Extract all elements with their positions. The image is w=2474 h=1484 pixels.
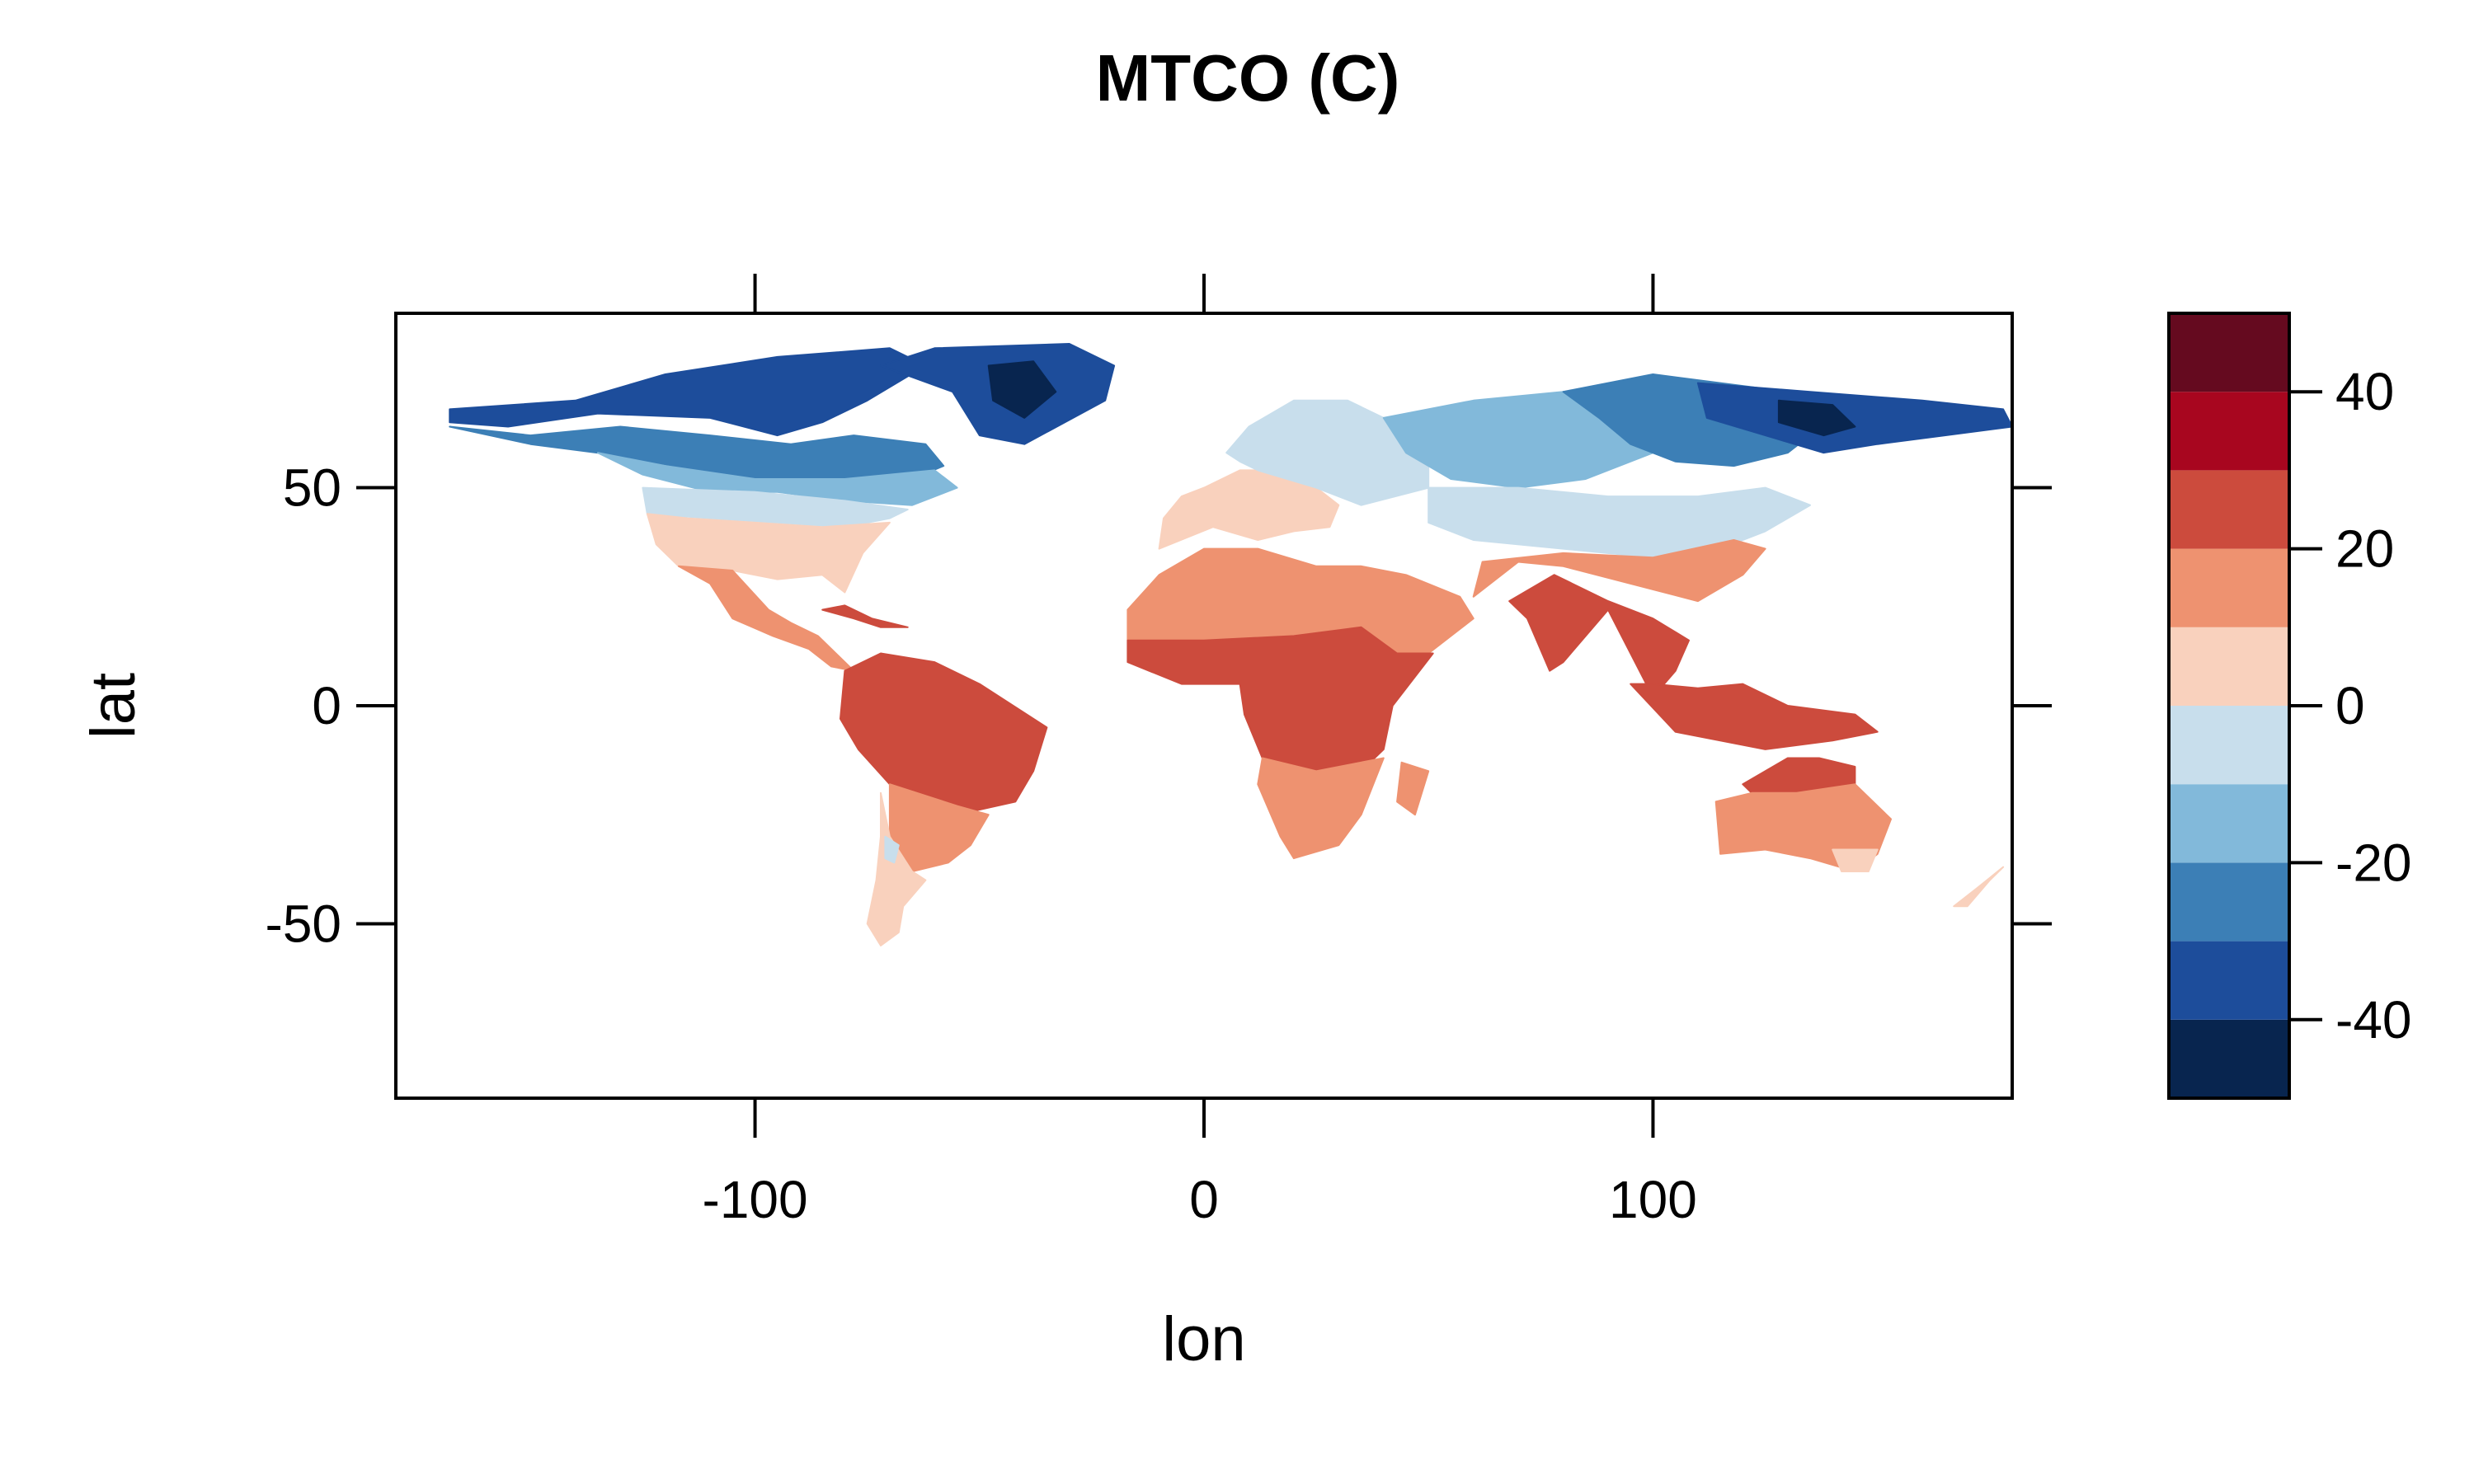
region-greenland-interior	[987, 360, 1057, 419]
colorbar-tick-label: -20	[2335, 833, 2412, 892]
region-central-asia-and-china	[1427, 486, 1811, 559]
region-amazonia	[840, 652, 1048, 816]
colorbar-bin	[2169, 706, 2289, 785]
region-caribbean	[821, 604, 909, 628]
colorbar-bin	[2169, 548, 2289, 627]
colorbar-bin	[2169, 1019, 2289, 1098]
y-tick-label: 0	[312, 676, 341, 735]
region-tropical-africa	[1126, 626, 1434, 773]
y-axis-label: lat	[78, 673, 148, 739]
region-maritime-southeast-asia	[1630, 683, 1879, 750]
region-patagonia	[866, 791, 927, 946]
y-axis: 50 0 -50	[266, 458, 2052, 953]
region-arctic-canada	[449, 347, 927, 437]
colorbar-tick-label: -40	[2335, 990, 2412, 1050]
y-tick-label: -50	[266, 894, 342, 953]
x-axis-label: lon	[1162, 1304, 1245, 1374]
y-tick-label: 50	[283, 458, 341, 518]
colorbar-bin	[2169, 627, 2289, 706]
x-axis: -100 0 100	[703, 274, 1697, 1229]
colorbar-bin	[2169, 784, 2289, 863]
region-mexico-and-central-america	[678, 565, 855, 672]
colorbar-bin	[2169, 862, 2289, 942]
region-southern-africa	[1257, 757, 1385, 860]
region-india-and-southeast-asia	[1508, 574, 1690, 698]
x-tick-label: 0	[1189, 1170, 1219, 1229]
region-southern-usa	[646, 513, 891, 594]
region-southern-andes	[884, 835, 900, 864]
region-new-zealand	[1953, 866, 2005, 908]
region-madagascar	[1396, 761, 1430, 816]
x-tick-label: 100	[1609, 1170, 1697, 1229]
colorbar-tick-label: 0	[2335, 676, 2365, 735]
region-verkhoyansk-cold-pole	[1777, 399, 1856, 437]
region-eastern-siberia	[1696, 382, 2013, 454]
colorbar-bin	[2169, 941, 2289, 1020]
colorbar-bin	[2169, 470, 2289, 549]
region-south-asia	[1472, 539, 1766, 603]
colorbar-bin	[2169, 313, 2289, 392]
x-tick-label: -100	[703, 1170, 808, 1229]
region-northern-usa	[642, 486, 909, 528]
region-southeast-australia	[1832, 848, 1879, 872]
colorbar-tick-label: 20	[2335, 519, 2394, 579]
colorbar: 40 20 0 -20 -40	[2167, 312, 2412, 1100]
colorbar-bin	[2169, 392, 2289, 471]
chart-title: MTCO (C)	[1096, 41, 1400, 115]
colorbar-tick-label: 40	[2335, 362, 2394, 421]
map-plot-area	[449, 343, 2013, 946]
